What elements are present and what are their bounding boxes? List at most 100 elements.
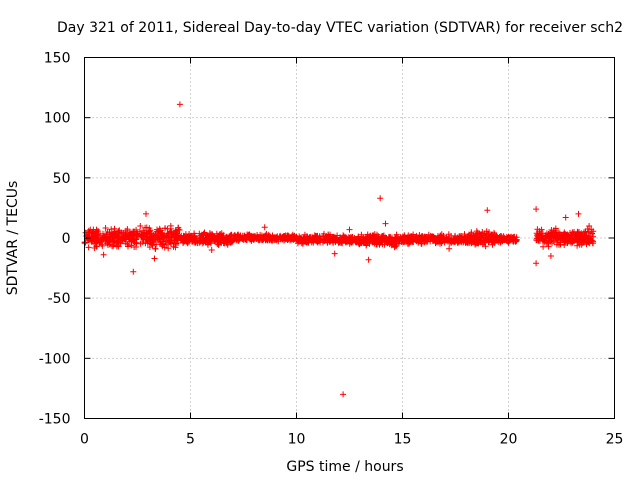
data-point bbox=[155, 228, 162, 235]
data-point bbox=[314, 238, 321, 245]
data-point bbox=[214, 241, 221, 247]
data-point bbox=[138, 231, 145, 238]
outlier-point bbox=[143, 210, 149, 217]
data-point bbox=[111, 238, 118, 244]
data-point bbox=[220, 233, 226, 240]
data-point bbox=[82, 229, 89, 236]
outlier-point bbox=[575, 210, 582, 217]
data-point bbox=[565, 236, 572, 243]
data-point bbox=[383, 235, 390, 241]
data-point bbox=[157, 236, 164, 243]
data-point bbox=[438, 237, 444, 244]
outlier-point bbox=[484, 207, 491, 214]
data-point bbox=[409, 236, 416, 242]
data-point bbox=[171, 237, 178, 244]
data-point bbox=[154, 233, 160, 240]
x-tick-label: 0 bbox=[80, 432, 89, 448]
y-tick-label: 50 bbox=[53, 171, 71, 187]
data-point bbox=[87, 226, 94, 233]
data-point bbox=[370, 235, 377, 242]
data-point bbox=[104, 229, 111, 235]
outlier-point bbox=[176, 101, 183, 108]
data-point bbox=[339, 236, 346, 243]
data-point bbox=[332, 238, 339, 245]
y-tick-label: -150 bbox=[39, 412, 71, 428]
data-point bbox=[347, 234, 354, 241]
data-point bbox=[255, 234, 262, 241]
data-point bbox=[564, 233, 571, 240]
data-points bbox=[81, 101, 597, 398]
data-point bbox=[377, 238, 384, 244]
data-point bbox=[321, 237, 328, 244]
data-point bbox=[152, 245, 159, 252]
data-point bbox=[102, 225, 109, 231]
data-point bbox=[250, 236, 257, 243]
data-point bbox=[118, 229, 125, 236]
outlier-point bbox=[562, 214, 569, 221]
outlier-point bbox=[533, 206, 540, 213]
data-point bbox=[148, 230, 154, 237]
data-point bbox=[133, 226, 140, 233]
data-point bbox=[281, 233, 288, 240]
data-point bbox=[215, 232, 222, 239]
outlier-point bbox=[100, 251, 107, 258]
data-point bbox=[466, 238, 473, 245]
data-point bbox=[388, 241, 395, 248]
data-point bbox=[126, 232, 133, 239]
data-point bbox=[98, 236, 105, 243]
data-point bbox=[235, 234, 242, 241]
data-point bbox=[146, 244, 153, 251]
data-point bbox=[234, 233, 241, 240]
data-point bbox=[356, 241, 363, 248]
data-point bbox=[364, 231, 371, 238]
outlier-point bbox=[346, 226, 353, 233]
data-point bbox=[250, 237, 257, 243]
data-point bbox=[224, 237, 231, 244]
data-point bbox=[176, 227, 183, 233]
data-point bbox=[557, 241, 564, 248]
data-point bbox=[263, 236, 270, 243]
data-point bbox=[181, 234, 188, 241]
data-point bbox=[269, 233, 276, 240]
data-point bbox=[221, 240, 228, 247]
data-point bbox=[167, 229, 174, 236]
data-point bbox=[82, 239, 89, 246]
y-tick-label: 0 bbox=[62, 231, 71, 247]
data-point bbox=[316, 233, 323, 240]
data-point bbox=[91, 245, 98, 251]
data-point bbox=[274, 234, 281, 241]
data-point bbox=[550, 229, 557, 236]
data-point bbox=[481, 239, 487, 246]
data-point bbox=[310, 239, 317, 246]
data-point bbox=[574, 237, 581, 244]
data-point bbox=[588, 226, 595, 233]
data-point bbox=[189, 233, 196, 240]
data-point bbox=[170, 232, 177, 239]
data-point bbox=[560, 232, 567, 239]
data-point bbox=[365, 236, 372, 242]
data-point bbox=[327, 238, 333, 245]
data-point bbox=[535, 234, 542, 241]
data-point bbox=[391, 244, 398, 251]
data-point bbox=[205, 241, 211, 248]
data-point bbox=[512, 237, 519, 244]
data-point bbox=[178, 232, 185, 239]
outlier-point bbox=[331, 250, 338, 257]
data-point bbox=[464, 233, 471, 240]
data-point bbox=[113, 242, 120, 249]
x-tick-label: 20 bbox=[500, 432, 518, 448]
data-point bbox=[440, 232, 447, 239]
data-point bbox=[139, 239, 146, 245]
data-point bbox=[164, 237, 171, 244]
data-point bbox=[449, 238, 456, 245]
data-point bbox=[555, 234, 562, 241]
data-point bbox=[546, 237, 552, 244]
data-point bbox=[572, 232, 579, 239]
data-point bbox=[589, 230, 596, 237]
data-point bbox=[99, 242, 106, 249]
data-point bbox=[282, 236, 289, 243]
data-point bbox=[163, 233, 170, 240]
data-point bbox=[230, 237, 236, 244]
data-point bbox=[286, 235, 293, 242]
data-point bbox=[554, 237, 561, 244]
